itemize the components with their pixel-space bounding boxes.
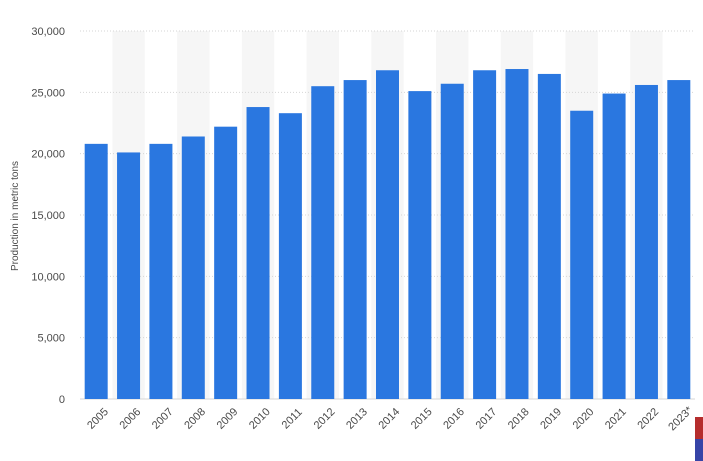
x-tick-label: 2015 (409, 406, 435, 432)
bar-2013[interactable] (343, 80, 367, 400)
bar-2007[interactable] (149, 143, 173, 399)
bar-2019[interactable] (537, 73, 561, 399)
bar-2017[interactable] (473, 70, 497, 400)
x-tick-label: 2023* (666, 404, 695, 433)
x-tick-label: 2010 (247, 406, 273, 432)
x-tick-label: 2022 (635, 406, 661, 432)
bar-2012[interactable] (311, 86, 335, 399)
bar-2021[interactable] (602, 93, 626, 399)
bar-2023-est[interactable] (667, 80, 691, 400)
y-axis-label: Production in metric tons (10, 161, 21, 271)
bar-2010[interactable] (246, 107, 270, 399)
x-tick-label: 2005 (85, 406, 111, 432)
bar-2008[interactable] (181, 136, 205, 399)
x-tick-label: 2021 (603, 406, 629, 432)
corner-widget-bottom (695, 439, 703, 461)
x-tick-label: 2020 (571, 406, 597, 432)
bar-2016[interactable] (440, 83, 464, 399)
y-axis-ticks: 0 5,000 10,000 15,000 20,000 25,000 30,000 (31, 26, 65, 406)
bar-2005[interactable] (84, 143, 108, 399)
bar-2009[interactable] (214, 126, 238, 400)
bar-2011[interactable] (278, 113, 302, 399)
bar-2014[interactable] (376, 70, 399, 400)
x-tick-label: 2013 (344, 406, 370, 432)
y-tick-label: 10,000 (31, 271, 65, 283)
x-tick-label: 2011 (280, 406, 305, 431)
bar-2022[interactable] (634, 84, 658, 400)
y-tick-label: 30,000 (31, 26, 65, 38)
bar-2020[interactable] (570, 110, 594, 399)
x-tick-label: 2017 (474, 406, 500, 432)
x-tick-label: 2018 (506, 406, 532, 432)
bars (84, 69, 691, 400)
y-tick-label: 0 (59, 394, 65, 406)
x-axis-ticks: 2005 2006 2007 2008 2009 2010 2011 2012 2013 2014… (85, 404, 695, 433)
x-tick-label: 2012 (312, 406, 338, 432)
bar-2018[interactable] (505, 69, 529, 399)
bar-2015[interactable] (408, 91, 432, 400)
y-tick-label: 20,000 (31, 149, 65, 161)
x-tick-label: 2007 (150, 406, 176, 432)
y-tick-label: 5,000 (37, 333, 65, 345)
x-tick-label: 2016 (441, 406, 467, 432)
corner-widget-top (695, 417, 703, 439)
y-tick-label: 25,000 (31, 87, 65, 99)
x-tick-label: 2019 (538, 406, 564, 432)
bar-2006[interactable] (117, 152, 141, 399)
x-tick-label: 2008 (182, 406, 208, 432)
x-tick-label: 2006 (118, 406, 144, 432)
x-tick-label: 2014 (376, 406, 402, 432)
y-tick-label: 15,000 (31, 210, 65, 222)
x-tick-label: 2009 (215, 406, 241, 432)
corner-widget (695, 417, 703, 461)
